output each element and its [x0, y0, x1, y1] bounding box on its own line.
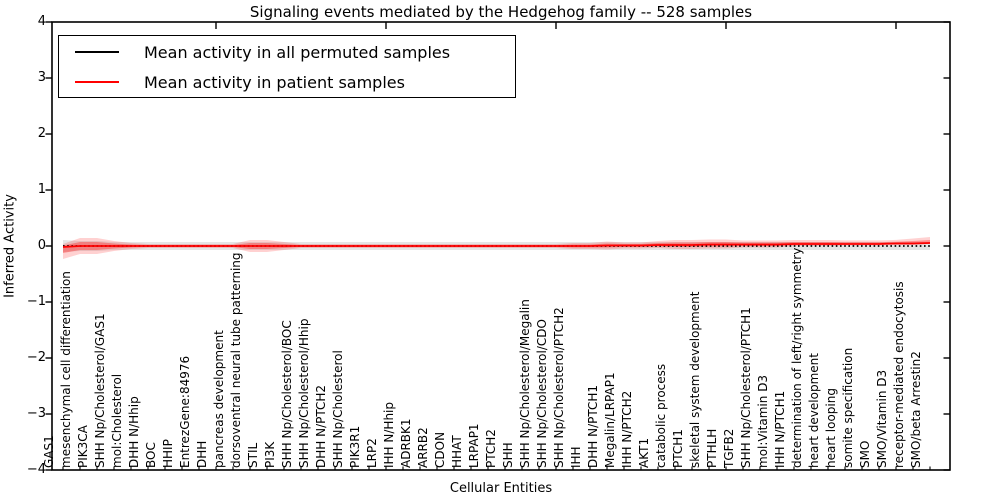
x-tick-label: CDON — [433, 431, 447, 468]
x-tick-label: STIL — [246, 442, 260, 468]
x-tick-label: AKT1 — [637, 437, 651, 468]
y-tick-label: −2 — [26, 350, 46, 365]
x-tick-label: BOC — [144, 442, 158, 468]
x-tick-label: PTCH2 — [484, 429, 498, 468]
y-tick-label: 3 — [37, 70, 46, 85]
y-tick-label: −4 — [26, 462, 46, 477]
legend-entry-patient: Mean activity in patient samples — [59, 67, 515, 97]
x-tick-label: GAS1 — [42, 435, 56, 468]
x-tick-label: receptor-mediated endocytosis — [892, 281, 906, 468]
x-tick-label: mesenchymal cell differentiation — [59, 271, 73, 468]
x-tick-label: SMO/Vitamin D3 — [875, 369, 889, 468]
x-tick-label: SMO — [858, 440, 872, 468]
x-tick-label: SHH Np/Cholesterol/CDO — [535, 319, 549, 468]
x-tick-label: mol:Vitamin D3 — [756, 374, 770, 468]
y-tick-label: 0 — [37, 238, 46, 253]
x-tick-label: IHH — [569, 446, 583, 468]
x-axis-label: Cellular Entities — [449, 481, 553, 496]
x-tick-label: mol:Cholesterol — [110, 373, 124, 468]
x-tick-label: TGFB2 — [722, 428, 736, 468]
x-tick-label: PTCH1 — [671, 429, 685, 468]
x-tick-label: SHH Np/Cholesterol/Hhip — [297, 318, 311, 468]
x-tick-label: PIK3R1 — [348, 425, 362, 468]
x-tick-label: ARRB2 — [416, 427, 430, 468]
x-tick-label: SHH Np/Cholesterol/BOC — [280, 320, 294, 468]
x-tick-label: EntrezGene:84976 — [178, 355, 192, 468]
legend-label: Mean activity in patient samples — [144, 72, 405, 92]
x-tick-label: DHH N/Hhip — [127, 396, 141, 468]
x-tick-label: SHH Np/Cholesterol/Megalin — [518, 299, 532, 468]
y-tick-label: 1 — [37, 182, 46, 197]
x-tick-label: HHAT — [450, 435, 464, 468]
x-tick-label: heart looping — [824, 388, 838, 468]
legend-entry-permuted: Mean activity in all permuted samples — [59, 37, 515, 67]
y-tick-label: 2 — [37, 126, 46, 141]
x-tick-label: DHH N/PTCH2 — [314, 384, 328, 468]
x-tick-label: dorsoventral neural tube patterning — [229, 252, 243, 468]
x-tick-label: SHH Np/Cholesterol/PTCH2 — [552, 307, 566, 468]
x-tick-label: SHH Np/Cholesterol — [331, 350, 345, 468]
black-line-sample-icon — [75, 51, 119, 53]
x-tick-label: DHH N/PTCH1 — [586, 384, 600, 468]
x-tick-label: SMO/beta Arrestin2 — [909, 351, 923, 468]
x-tick-label: DHH — [195, 440, 209, 468]
x-tick-label: HHIP — [161, 439, 175, 468]
y-tick-label: −1 — [26, 294, 46, 309]
chart-title: Signaling events mediated by the Hedgeho… — [249, 3, 753, 21]
x-tick-label: determination of left/right symmetry — [790, 247, 804, 468]
x-tick-label: LRPAP1 — [467, 423, 481, 468]
x-tick-label: SHH Np/Cholesterol/PTCH1 — [739, 307, 753, 468]
x-tick-label: SHH — [501, 442, 515, 468]
x-tick-label: IHH N/PTCH2 — [620, 390, 634, 468]
x-tick-label: LRP2 — [365, 438, 379, 468]
x-tick-label: skeletal system development — [688, 291, 702, 468]
x-tick-label: somite specification — [841, 347, 855, 468]
y-tick-label: 4 — [37, 14, 46, 29]
x-tick-label: SHH Np/Cholesterol/GAS1 — [93, 313, 107, 468]
x-tick-label: ADRBK1 — [399, 418, 413, 468]
legend-box: Mean activity in all permuted samples Me… — [58, 35, 516, 98]
x-tick-label: Megalin/LRPAP1 — [603, 372, 617, 468]
x-tick-label: heart development — [807, 353, 821, 468]
x-tick-label: IHH N/PTCH1 — [773, 390, 787, 468]
legend-label: Mean activity in all permuted samples — [144, 42, 451, 62]
y-tick-label: −3 — [26, 406, 46, 421]
x-tick-label: PI3K — [263, 441, 277, 468]
x-tick-label: PTHLH — [705, 428, 719, 468]
x-tick-label: PIK3CA — [76, 425, 90, 468]
x-tick-label: pancreas development — [212, 330, 226, 468]
x-tick-label: IHH N/Hhip — [382, 402, 396, 468]
red-line-sample-icon — [75, 81, 119, 83]
x-tick-label: catabolic process — [654, 363, 668, 468]
